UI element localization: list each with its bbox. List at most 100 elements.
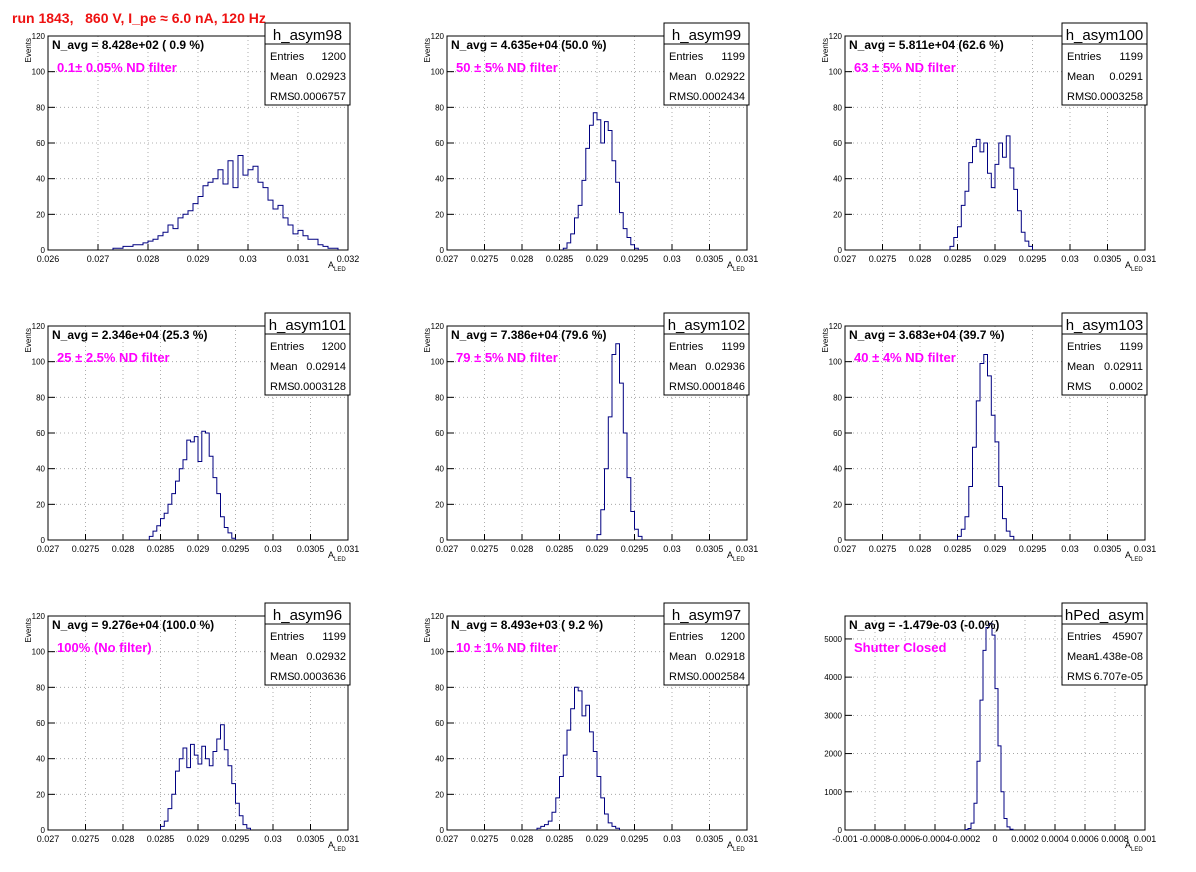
histogram-line — [112, 155, 339, 250]
stats-label: Mean — [1067, 361, 1095, 373]
stats-box — [663, 602, 750, 686]
x-tick-label: 0.028 — [112, 544, 135, 554]
y-tick-label: 120 — [32, 32, 46, 41]
filter-label: 100% (No filter) — [57, 640, 152, 655]
stats-title: hPed_asym — [1065, 607, 1144, 624]
y-tick-label: 20 — [435, 210, 444, 219]
x-tick-label: 0.031 — [1134, 544, 1157, 554]
x-tick-label: 0.031 — [337, 834, 360, 844]
x-axis-label-subscript: LED — [733, 847, 745, 853]
stats-label: RMS — [1067, 91, 1091, 103]
stats-label: Entries — [270, 341, 305, 353]
x-tick-label: 0.03 — [264, 834, 282, 844]
y-tick-label: 40 — [435, 175, 444, 184]
x-tick-label: 0.027 — [37, 834, 60, 844]
stats-label: Mean — [669, 651, 697, 663]
y-tick-label: 120 — [829, 32, 843, 41]
x-tick-label: 0.0305 — [1094, 544, 1122, 554]
y-tick-label: 80 — [435, 393, 444, 402]
y-tick-label: 0 — [838, 826, 843, 835]
x-tick-label: 0.028 — [909, 544, 932, 554]
stats-title: h_asym100 — [1066, 27, 1144, 44]
y-tick-label: 20 — [435, 790, 444, 799]
stats-value: 0.02922 — [705, 71, 745, 83]
stats-title: h_asym97 — [672, 607, 741, 624]
y-tick-label: 80 — [36, 683, 45, 692]
x-tick-label: 0.031 — [337, 544, 360, 554]
x-tick-label: 0.029 — [187, 834, 210, 844]
x-tick-label: 0.028 — [511, 834, 534, 844]
navg-text: N_avg = 8.428e+02 ( 0.9 %) — [52, 38, 204, 52]
histogram-panel-h_asym102: 0.027 0.0275 0.028 0.0285 0.029 0.0295 0.03 0.0… — [423, 312, 758, 563]
x-tick-label: 0.03 — [663, 544, 681, 554]
y-tick-label: 0 — [440, 536, 445, 545]
stats-label: Mean — [1067, 651, 1095, 663]
y-tick-label: 60 — [435, 429, 444, 438]
x-tick-label: 0.0295 — [621, 544, 649, 554]
x-tick-label: 0.027 — [436, 834, 459, 844]
histogram-line — [949, 135, 1033, 250]
x-tick-label: 0.03 — [239, 254, 257, 264]
y-tick-label: 100 — [32, 648, 46, 657]
y-tick-label: 0 — [41, 246, 46, 255]
y-tick-label: 120 — [32, 612, 46, 621]
histogram-panel-h_asym97: 0.027 0.0275 0.028 0.0285 0.029 0.0295 0.03 0.0… — [423, 602, 759, 853]
x-tick-label: 0.029 — [984, 544, 1007, 554]
stats-value: 1199 — [721, 51, 745, 63]
stats-label: Mean — [270, 651, 298, 663]
x-tick-label: 0 — [992, 834, 997, 844]
stats-value: 0.0006757 — [294, 91, 346, 103]
x-tick-label: 0.031 — [1134, 254, 1157, 264]
y-tick-label: 3000 — [824, 711, 842, 720]
histogram-panel-h_asym96: 0.027 0.0275 0.028 0.0285 0.029 0.0295 0.03 0.0… — [24, 602, 360, 853]
filter-label: 79 ± 5% ND filter — [456, 350, 558, 365]
x-axis-label-subscript: LED — [1131, 847, 1143, 853]
x-tick-label: 0.029 — [586, 254, 609, 264]
y-axis-label: Events — [24, 38, 33, 62]
y-tick-label: 20 — [36, 500, 45, 509]
stats-title: h_asym98 — [273, 27, 342, 44]
x-tick-label: 0.03 — [663, 834, 681, 844]
x-tick-label: 0.0275 — [471, 544, 499, 554]
x-axis-label-subscript: LED — [1131, 557, 1143, 563]
histogram-panel-h_asym99: 0.027 0.0275 0.028 0.0285 0.029 0.0295 0.03 0.0… — [423, 22, 758, 273]
y-tick-label: 0 — [440, 826, 445, 835]
stats-value: 0.02918 — [705, 651, 745, 663]
filter-label: Shutter Closed — [854, 640, 947, 655]
stats-value: 1199 — [1119, 51, 1143, 63]
y-tick-label: 2000 — [824, 750, 842, 759]
x-tick-label: 0.0285 — [546, 254, 574, 264]
y-tick-label: 20 — [36, 790, 45, 799]
x-tick-label: 0.0275 — [72, 834, 100, 844]
y-tick-label: 80 — [833, 103, 842, 112]
x-tick-label: -0.0002 — [950, 834, 981, 844]
stats-box — [663, 22, 750, 106]
y-tick-label: 5000 — [824, 635, 842, 644]
y-tick-label: 80 — [36, 103, 45, 112]
x-tick-label: 0.0275 — [471, 834, 499, 844]
y-tick-label: 120 — [829, 322, 843, 331]
y-tick-label: 40 — [36, 755, 45, 764]
x-tick-label: 0.029 — [187, 544, 210, 554]
stats-value: 1199 — [721, 341, 745, 353]
y-tick-label: 0 — [440, 246, 445, 255]
stats-value: -1.438e-08 — [1090, 651, 1143, 663]
y-tick-label: 100 — [32, 68, 46, 77]
stats-label: RMS — [1067, 381, 1091, 393]
x-tick-label: 0.0002 — [1011, 834, 1039, 844]
x-tick-label: 0.0285 — [147, 834, 175, 844]
histogram-line — [957, 354, 1015, 540]
stats-value: 0.0002434 — [693, 91, 745, 103]
x-tick-label: 0.0285 — [546, 834, 574, 844]
run-title: run 1843, 860 V, I_pe ≈ 6.0 nA, 120 Hz — [12, 10, 266, 26]
x-tick-label: 0.0305 — [696, 544, 724, 554]
stats-value: 0.0001846 — [693, 381, 745, 393]
histogram-panel-hPed_asym: -0.001 -0.0008 -0.0006 -0.0004 -0.0002 0 0.000… — [824, 602, 1156, 853]
stats-label: Entries — [270, 51, 305, 63]
stats-label: RMS — [270, 381, 294, 393]
x-tick-label: 0.0285 — [147, 544, 175, 554]
y-tick-label: 40 — [36, 175, 45, 184]
x-tick-label: 0.028 — [511, 544, 534, 554]
x-tick-label: 0.031 — [736, 834, 759, 844]
